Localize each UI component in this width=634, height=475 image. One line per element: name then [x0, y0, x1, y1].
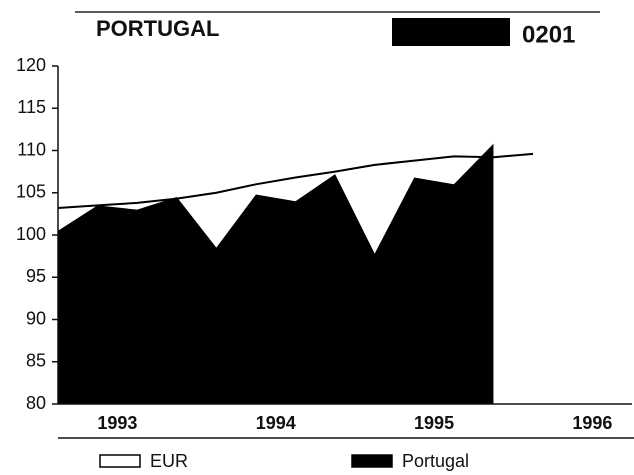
legend-swatch: [99, 454, 141, 468]
redaction-box: [392, 18, 510, 46]
area: [58, 143, 494, 405]
x-tick-label: 1993: [97, 413, 137, 433]
y-tick-label: 115: [17, 97, 46, 117]
line: [57, 152, 534, 209]
y-tick-label: 95: [26, 266, 46, 286]
x-tick-label: 1994: [256, 413, 296, 433]
x-tick-label: 1996: [572, 413, 612, 433]
y-tick-label: 80: [26, 393, 46, 413]
chart-title: PORTUGAL: [96, 16, 219, 41]
legend-swatch: [351, 454, 393, 468]
y-tick-label: 85: [26, 351, 46, 371]
legend-label: Portugal: [402, 451, 469, 471]
y-tick-label: 120: [16, 55, 46, 75]
legend-label: EUR: [150, 451, 188, 471]
y-tick-label: 100: [16, 224, 46, 244]
y-tick-label: 105: [16, 182, 46, 202]
y-tick-label: 90: [26, 308, 46, 328]
chart-code: 0201: [522, 21, 575, 48]
x-tick-label: 1995: [414, 413, 454, 433]
y-tick-label: 110: [17, 139, 46, 159]
